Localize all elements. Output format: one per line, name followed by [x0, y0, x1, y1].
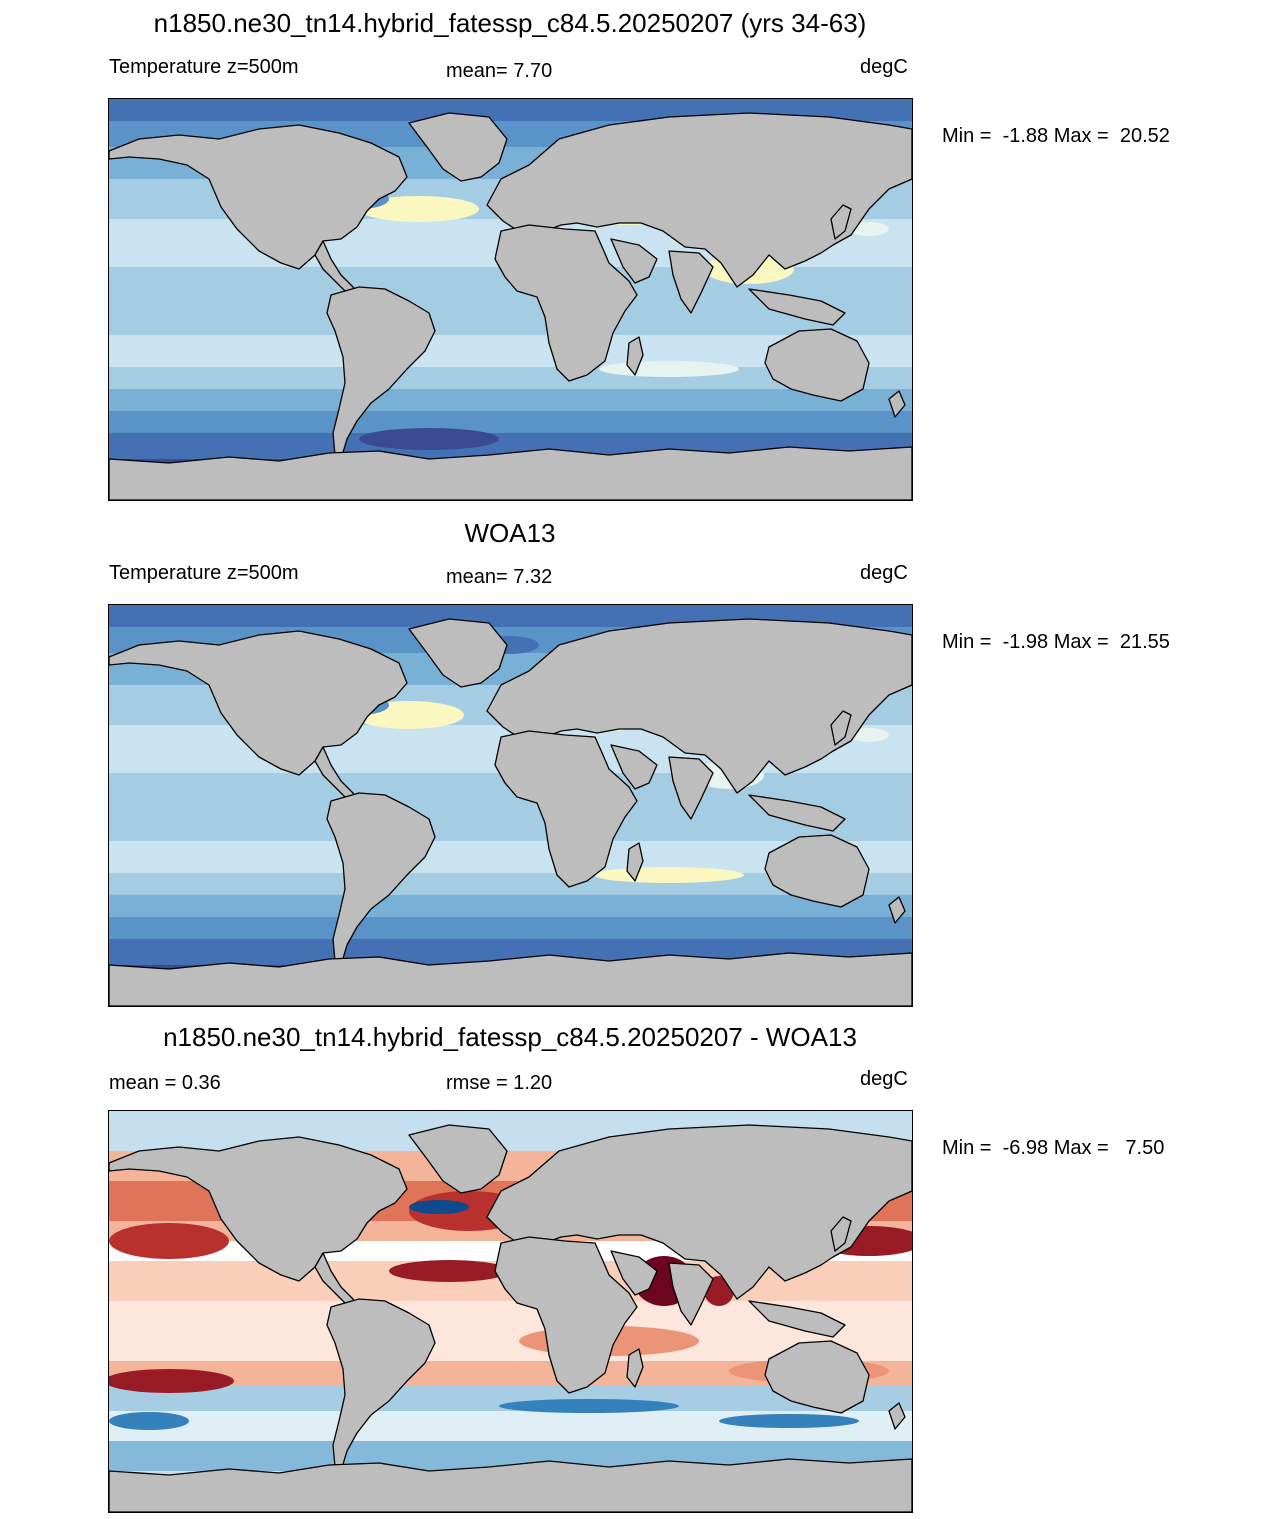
panel3-units-label: degC — [860, 1068, 908, 1090]
land-arabia — [610, 1250, 658, 1296]
panel3-map — [108, 1110, 913, 1513]
panel3-mean-label: mean = 0.36 — [109, 1072, 221, 1094]
panel2-mean-label: mean= 7.32 — [446, 566, 553, 588]
land-japan — [830, 710, 852, 746]
land-se-asia-islands — [748, 794, 846, 832]
land-madagascar — [626, 1348, 644, 1388]
land-arabia — [610, 744, 658, 790]
land-antarctica — [109, 1458, 912, 1512]
land-africa — [494, 224, 638, 382]
panel1-map — [108, 98, 913, 501]
land-eurasia — [486, 618, 912, 794]
panel2-map — [108, 604, 913, 1007]
land-arabia — [610, 238, 658, 284]
panel2-variable-label: Temperature z=500m — [109, 562, 299, 584]
land-madagascar — [626, 842, 644, 882]
panel2-minmax: Min = -1.98 Max = 21.55 — [942, 631, 1170, 653]
land-antarctica — [109, 446, 912, 500]
panel1-colorbar — [1023, 176, 1113, 480]
panel3-colorbar — [1016, 1188, 1106, 1508]
land-greenland — [408, 112, 508, 182]
land-australia — [764, 834, 870, 908]
land-new-zealand — [888, 896, 906, 924]
panel3-title: n1850.ne30_tn14.hybrid_fatessp_c84.5.202… — [163, 1022, 857, 1052]
panel2-title: WOA13 — [464, 518, 556, 548]
land-north-america — [109, 630, 408, 776]
land-north-america — [109, 124, 408, 270]
land-greenland — [408, 1124, 508, 1194]
land-se-asia-islands — [748, 288, 846, 326]
land-eurasia — [486, 1124, 912, 1300]
land-new-zealand — [888, 390, 906, 418]
land-greenland — [408, 618, 508, 688]
land-south-america — [326, 792, 436, 966]
land-india — [668, 250, 714, 314]
panel1-variable-label: Temperature z=500m — [109, 56, 299, 78]
panel1-minmax: Min = -1.88 Max = 20.52 — [942, 125, 1170, 147]
land-eurasia — [486, 112, 912, 288]
land-australia — [764, 328, 870, 402]
panel2-units-label: degC — [860, 562, 908, 584]
land-japan — [830, 1216, 852, 1252]
panel1-title: n1850.ne30_tn14.hybrid_fatessp_c84.5.202… — [153, 8, 867, 38]
panel1-units-label: degC — [860, 56, 908, 78]
land-north-america — [109, 1136, 408, 1282]
land-australia — [764, 1340, 870, 1414]
panel3-minmax: Min = -6.98 Max = 7.50 — [942, 1137, 1165, 1159]
land-india — [668, 1262, 714, 1326]
land-africa — [494, 1236, 638, 1394]
land-south-america — [326, 286, 436, 460]
land-group — [109, 618, 912, 1006]
land-group — [109, 1124, 912, 1512]
land-madagascar — [626, 336, 644, 376]
land-se-asia-islands — [748, 1300, 846, 1338]
land-new-zealand — [888, 1402, 906, 1430]
land-antarctica — [109, 952, 912, 1006]
land-japan — [830, 204, 852, 240]
land-india — [668, 756, 714, 820]
land-group — [109, 112, 912, 500]
land-africa — [494, 730, 638, 888]
panel1-mean-label: mean= 7.70 — [446, 60, 553, 82]
panel2-colorbar — [1023, 682, 1113, 986]
land-south-america — [326, 1298, 436, 1472]
panel3-rmse-label: rmse = 1.20 — [446, 1072, 553, 1094]
